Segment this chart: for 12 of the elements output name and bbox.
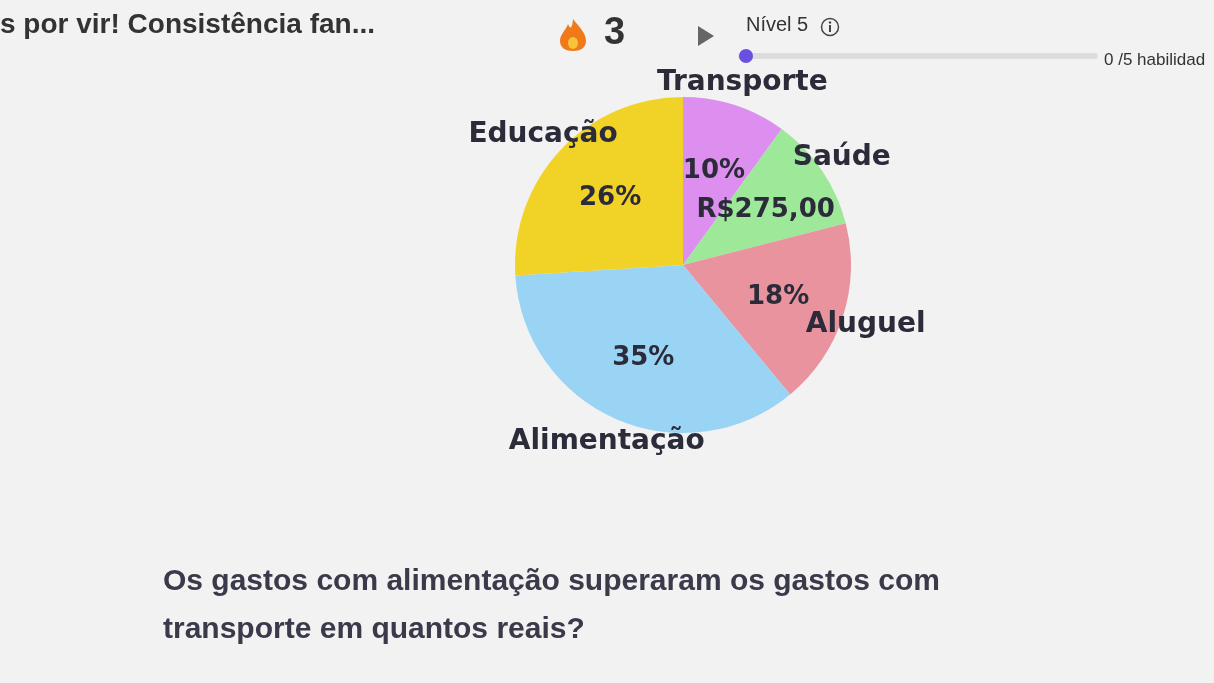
text: Nível 5 <box>746 13 809 36</box>
data-label: 26% <box>578 180 642 211</box>
text: s por vir! Consistência fan... <box>0 8 375 40</box>
data-label: R$275,00 <box>696 192 835 223</box>
text: Os gastos com alimentação superaram os gastos com transporte em quantos reais? <box>163 562 941 646</box>
data-label: 35% <box>612 340 675 371</box>
text: 3 <box>604 10 626 53</box>
data-label: 10% <box>682 153 746 184</box>
slice-label: Transporte <box>656 64 828 98</box>
slice-label: Alimentação <box>508 423 705 457</box>
text: 0 /5 habilidad <box>1104 50 1206 70</box>
slice-label: Saúde <box>792 139 891 173</box>
